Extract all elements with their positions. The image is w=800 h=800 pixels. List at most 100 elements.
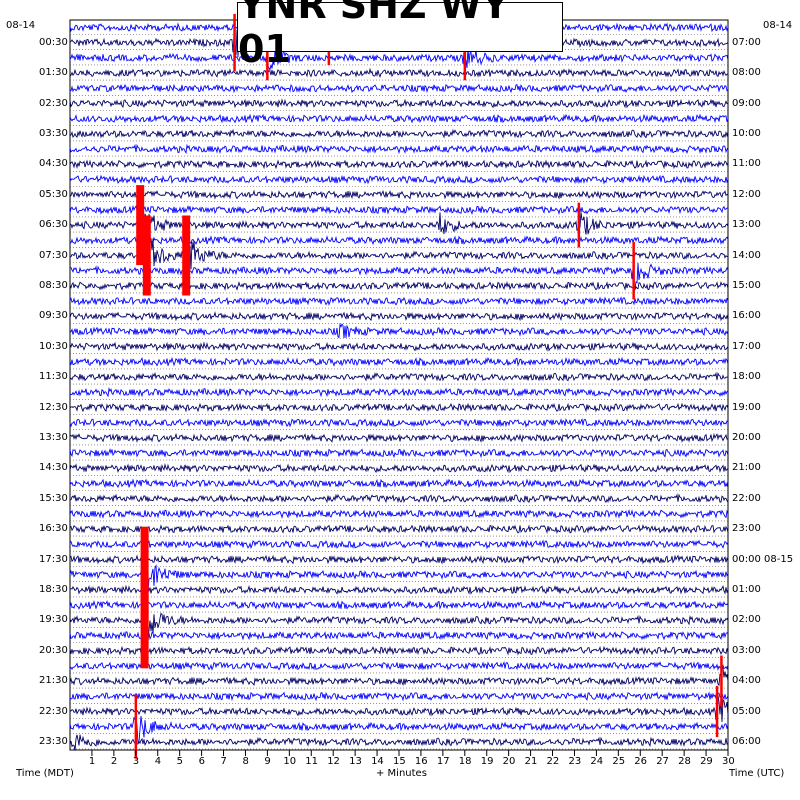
- x-tick-label: 11: [305, 756, 318, 767]
- x-tick-label: 18: [458, 756, 472, 767]
- x-tick-label: 4: [154, 756, 162, 767]
- left-time-tick: 17:30: [39, 553, 68, 565]
- left-time-tick: 22:30: [39, 705, 68, 717]
- trace-line: [69, 509, 729, 519]
- trace-line: [69, 47, 729, 76]
- trace-line: [69, 661, 729, 672]
- trace-line: [69, 478, 729, 489]
- left-time-tick: 12:30: [39, 401, 68, 413]
- trace-line: [69, 67, 729, 78]
- clip-marker: [140, 572, 149, 669]
- trace-line: [69, 386, 729, 398]
- right-date-label: 08-14: [763, 20, 793, 31]
- trace-line: [69, 448, 729, 459]
- x-tick-label: 3: [132, 756, 140, 767]
- left-time-tick: 18:30: [39, 583, 68, 595]
- trace-line: [69, 296, 729, 307]
- right-time-tick: 13:00: [732, 219, 761, 231]
- x-tick-label: 13: [349, 756, 362, 767]
- x-tick-label: 25: [612, 756, 626, 767]
- x-tick-label: 22: [546, 756, 560, 767]
- left-time-tick: 03:30: [39, 127, 68, 139]
- trace-line: [69, 128, 729, 139]
- left-time-tick: 05:30: [39, 188, 68, 200]
- right-time-tick: 00:00 08-15: [732, 553, 794, 565]
- x-tick-label: 30: [722, 756, 735, 767]
- trace-line: [69, 612, 729, 642]
- trace-line: [69, 665, 729, 687]
- right-time-tick: 14:00: [732, 249, 761, 261]
- trace-line: [69, 716, 729, 744]
- right-time-tick: 06:00: [732, 735, 761, 747]
- x-tick-label: 29: [700, 756, 713, 767]
- trace-group: [69, 22, 729, 751]
- x-tick-label: 16: [414, 756, 428, 767]
- trace-line: [69, 235, 729, 246]
- x-tick-label: 15: [393, 756, 406, 767]
- x-tick-label: 14: [371, 756, 384, 767]
- trace-line: [69, 228, 729, 270]
- x-tick-label: 6: [198, 756, 205, 767]
- left-time-tick: 01:30: [39, 67, 68, 79]
- left-date-label: 08-14: [6, 20, 36, 31]
- right-axis-label: Time (UTC): [729, 768, 785, 779]
- right-time-tick: 19:00: [732, 401, 761, 413]
- clip-marker: [266, 35, 269, 81]
- left-axis-label: Time (MDT): [16, 768, 74, 779]
- x-tick-label: 5: [176, 756, 184, 767]
- x-tick-label: 24: [590, 756, 604, 767]
- clip-marker: [632, 241, 635, 300]
- right-time-tick: 16:00: [732, 310, 761, 322]
- trace-line: [69, 174, 729, 185]
- x-tick-label: 9: [264, 756, 271, 767]
- right-time-tick: 22:00: [732, 492, 761, 504]
- clip-marker: [142, 215, 151, 296]
- trace-line: [69, 204, 729, 215]
- trace-line: [69, 371, 729, 382]
- right-time-tick: 05:00: [732, 705, 761, 717]
- x-tick-label: 19: [480, 756, 494, 767]
- clip-marker: [233, 13, 236, 72]
- trace-line: [69, 630, 729, 641]
- right-time-tick: 03:00: [732, 644, 761, 656]
- right-time-tick: 09:00: [732, 97, 761, 109]
- clip-marker: [136, 185, 145, 266]
- trace-line: [69, 599, 729, 610]
- left-time-tick: 13:30: [39, 431, 68, 443]
- left-time-tick: 06:30: [39, 219, 68, 231]
- clip-marker: [463, 35, 467, 81]
- trace-line: [69, 98, 729, 109]
- trace-line: [69, 113, 729, 124]
- left-time-tick: 02:30: [39, 97, 68, 109]
- x-tick-label: 10: [283, 756, 297, 767]
- trace-line: [69, 543, 729, 594]
- right-time-tick: 12:00: [732, 188, 761, 200]
- trace-line: [69, 143, 729, 155]
- trace-line: [69, 341, 729, 352]
- left-time-tick: 11:30: [39, 371, 68, 383]
- x-axis-ticks: [91, 750, 729, 756]
- right-time-tick: 17:00: [732, 340, 761, 352]
- x-tick-label: 21: [524, 756, 538, 767]
- x-tick-label: 12: [327, 756, 340, 767]
- clip-marker: [720, 655, 723, 707]
- trace-line: [69, 402, 729, 413]
- x-tick-label: 7: [220, 756, 227, 767]
- trace-line: [69, 356, 729, 367]
- left-time-tick: 09:30: [39, 310, 68, 322]
- trace-line: [69, 322, 729, 339]
- x-tick-label: 1: [88, 756, 96, 767]
- right-time-tick: 11:00: [732, 158, 761, 170]
- left-time-tick: 14:30: [39, 462, 68, 474]
- trace-line: [69, 280, 729, 291]
- trace-line: [69, 463, 729, 474]
- x-tick-label: 8: [242, 756, 249, 767]
- trace-line: [69, 524, 729, 535]
- trace-line: [69, 311, 729, 322]
- trace-line: [69, 159, 729, 170]
- trace-line: [69, 432, 729, 443]
- trace-line: [69, 584, 729, 595]
- left-time-tick: 07:30: [39, 249, 68, 261]
- x-tick-label: 17: [436, 756, 450, 767]
